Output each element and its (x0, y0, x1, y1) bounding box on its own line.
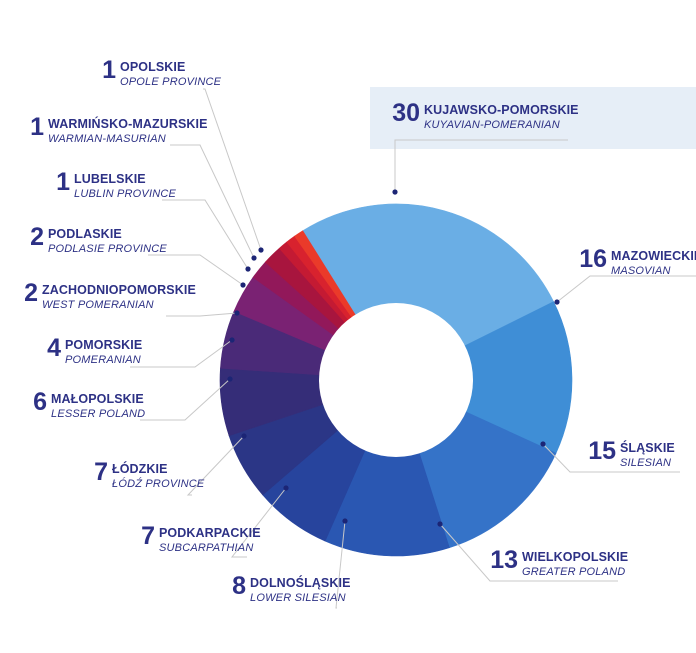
region-name-podkarpackie: PODKARPACKIE (159, 526, 261, 540)
region-name-mazowieckie: MAZOWIECKIE (611, 249, 696, 263)
leader-dot-lubelskie (245, 266, 251, 272)
leader-dot-malopolskie (227, 376, 233, 382)
label-warminsko-mazurskie: 1 WARMIŃSKO-MAZURSKIE WARMIAN-MASURIAN (30, 115, 208, 145)
leader-line-lodzkie (186, 435, 245, 496)
leader-line-mazowieckie (556, 275, 696, 303)
leader-line-lubelskie (162, 199, 249, 270)
value-label-wielkopolskie: 13 (490, 546, 518, 574)
leader-line-podkarpackie (230, 487, 287, 558)
region-name-en-zachodniopomorskie: WEST POMERANIAN (42, 298, 154, 311)
leader-line-dolnoslaskie (335, 520, 346, 609)
label-podlaskie: 2 PODLASKIE PODLASIE PROVINCE (30, 225, 167, 255)
value-label-kujawsko-pomorskie: 30 (392, 99, 420, 127)
region-name-dolnoslaskie: DOLNOŚLĄSKIE (250, 576, 351, 590)
leader-line-pomorskie (130, 339, 233, 368)
slice-mazowieckie (395, 301, 573, 454)
region-name-kujawsko-pomorskie: KUJAWSKO-POMORSKIE (424, 103, 579, 117)
label-lodzkie: 7 ŁÓDZKIE ŁÓDŹ PROVINCE (94, 460, 205, 490)
value-label-zachodniopomorskie: 2 (24, 279, 38, 307)
leader-dot-opolskie (258, 247, 264, 253)
leader-dot-wielkopolskie (437, 521, 443, 527)
region-name-en-wielkopolskie: GREATER POLAND (522, 565, 626, 578)
leader-dot-dolnoslaskie (342, 518, 348, 524)
leader-line-wielkopolskie (439, 523, 618, 582)
label-slaskie: 15 ŚLĄSKIE SILESIAN (588, 439, 675, 469)
highlight-box (370, 87, 696, 149)
label-pomorskie: 4 POMORSKIE POMERANIAN (47, 336, 143, 366)
leader-dot-kujawsko-pomorskie (392, 189, 398, 195)
value-label-lodzkie: 7 (94, 458, 108, 486)
value-label-slaskie: 15 (588, 437, 616, 465)
region-name-en-slaskie: SILESIAN (620, 456, 672, 469)
value-label-podkarpackie: 7 (141, 522, 155, 550)
label-lubelskie: 1 LUBELSKIE LUBLIN PROVINCE (56, 170, 177, 200)
donut-hole (319, 303, 473, 457)
label-mazowieckie: 16 MAZOWIECKIE MASOVIAN (579, 247, 696, 277)
value-label-mazowieckie: 16 (579, 245, 607, 273)
region-name-wielkopolskie: WIELKOPOLSKIE (522, 550, 629, 564)
label-dolnoslaskie: 8 DOLNOŚLĄSKIE LOWER SILESIAN (232, 574, 351, 604)
region-name-en-lubelskie: LUBLIN PROVINCE (74, 187, 177, 200)
region-name-en-podlaskie: PODLASIE PROVINCE (48, 242, 167, 255)
region-name-en-dolnoslaskie: LOWER SILESIAN (250, 591, 346, 604)
region-name-warminsko-mazurskie: WARMIŃSKO-MAZURSKIE (48, 117, 208, 131)
value-label-opolskie: 1 (102, 56, 116, 84)
leader-dot-lodzkie (241, 433, 247, 439)
region-name-en-podkarpackie: SUBCARPATHIAN (159, 541, 254, 554)
leader-dot-slaskie (540, 441, 546, 447)
leader-dot-mazowieckie (554, 299, 560, 305)
value-label-dolnoslaskie: 8 (232, 572, 246, 600)
value-label-podlaskie: 2 (30, 223, 44, 251)
leader-dot-zachodniopomorskie (234, 310, 240, 316)
leader-line-slaskie (542, 443, 680, 473)
value-label-lubelskie: 1 (56, 168, 70, 196)
region-name-malopolskie: MAŁOPOLSKIE (51, 392, 144, 406)
region-name-opolskie: OPOLSKIE (120, 60, 186, 74)
region-name-en-opolskie: OPOLE PROVINCE (120, 75, 222, 88)
slice-wielkopolskie (324, 379, 450, 557)
label-zachodniopomorskie: 2 ZACHODNIOPOMORSKIE WEST POMERANIAN (24, 281, 196, 311)
label-podkarpackie: 7 PODKARPACKIE SUBCARPATHIAN (141, 524, 261, 554)
region-name-en-lodzkie: ŁÓDŹ PROVINCE (112, 477, 205, 490)
label-opolskie: 1 OPOLSKIE OPOLE PROVINCE (102, 58, 222, 88)
label-malopolskie: 6 MAŁOPOLSKIE LESSER POLAND (33, 390, 146, 420)
leader-line-warminsko-mazurskie (170, 144, 255, 259)
leader-dot-warminsko-mazurskie (251, 255, 257, 261)
leader-line-zachodniopomorskie (166, 312, 238, 317)
leader-lines-group (130, 88, 696, 609)
region-name-lodzkie: ŁÓDZKIE (112, 462, 168, 476)
leader-dot-pomorskie (229, 337, 235, 343)
region-name-en-kujawsko-pomorskie: KUYAVIAN-POMERANIAN (424, 118, 560, 131)
leader-dot-podkarpackie (283, 485, 289, 491)
leader-line-opolskie (203, 88, 262, 251)
label-wielkopolskie: 13 WIELKOPOLSKIE GREATER POLAND (490, 548, 629, 578)
value-label-warminsko-mazurskie: 1 (30, 113, 44, 141)
region-name-en-mazowieckie: MASOVIAN (611, 264, 671, 277)
region-name-podlaskie: PODLASKIE (48, 227, 122, 241)
region-name-en-pomorskie: POMERANIAN (65, 353, 141, 366)
region-name-zachodniopomorskie: ZACHODNIOPOMORSKIE (42, 283, 196, 297)
region-name-pomorskie: POMORSKIE (65, 338, 143, 352)
region-name-slaskie: ŚLĄSKIE (620, 441, 675, 455)
region-name-en-warminsko-mazurskie: WARMIAN-MASURIAN (48, 132, 166, 145)
leader-line-malopolskie (140, 378, 231, 421)
leader-line-kujawsko-pomorskie (394, 139, 568, 192)
value-label-pomorskie: 4 (47, 334, 61, 362)
value-label-malopolskie: 6 (33, 388, 47, 416)
region-name-lubelskie: LUBELSKIE (74, 172, 146, 186)
leader-line-podlaskie (148, 254, 244, 286)
region-name-en-malopolskie: LESSER POLAND (51, 407, 146, 420)
leader-dot-podlaskie (240, 282, 246, 288)
label-kujawsko-pomorskie: 30 KUJAWSKO-POMORSKIE KUYAVIAN-POMERANIAN (392, 101, 579, 131)
slice-kujawsko-pomorskie (302, 203, 555, 381)
